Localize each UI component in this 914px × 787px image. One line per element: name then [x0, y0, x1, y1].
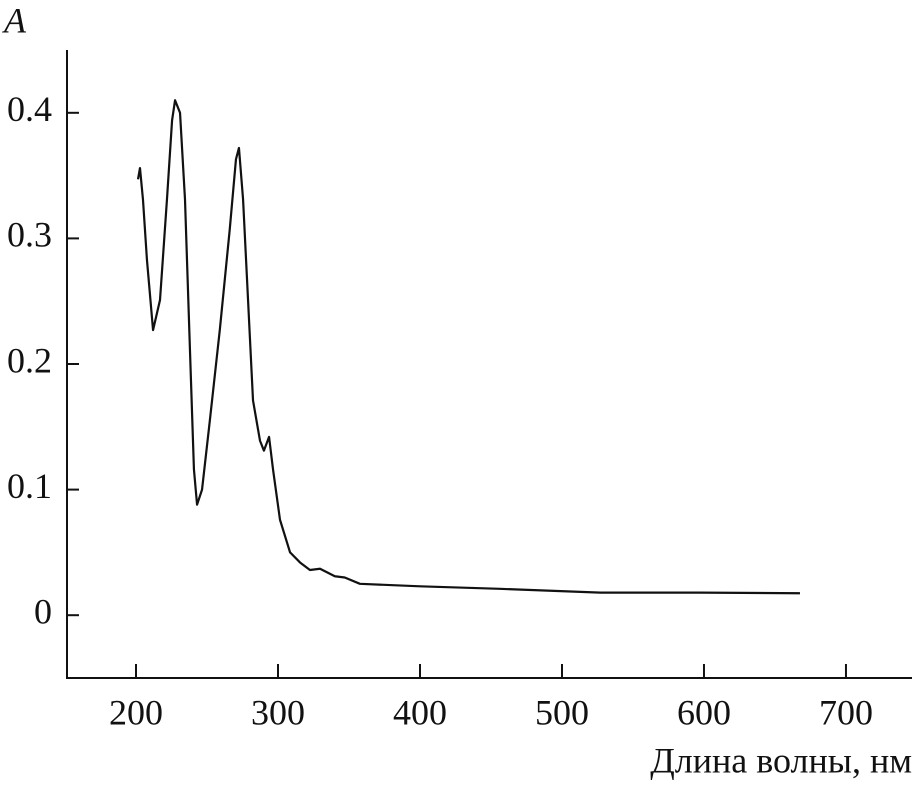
x-tick-label: 300 — [251, 692, 305, 732]
x-tick-label: 500 — [535, 692, 589, 732]
y-tick-label: 0.4 — [7, 89, 52, 129]
x-tick-label: 700 — [819, 692, 873, 732]
y-tick-label: 0.3 — [7, 215, 52, 255]
y-axis-label: A — [2, 0, 27, 40]
x-tick-label: 400 — [393, 692, 447, 732]
x-axis-label: Длина волны, нм — [650, 740, 912, 780]
x-tick-label: 600 — [677, 692, 731, 732]
y-tick-label: 0.1 — [7, 466, 52, 506]
y-tick-label: 0 — [34, 591, 52, 631]
y-tick-label: 0.2 — [7, 340, 52, 380]
x-tick-label: 200 — [109, 692, 163, 732]
spectrum-line — [136, 99, 800, 595]
